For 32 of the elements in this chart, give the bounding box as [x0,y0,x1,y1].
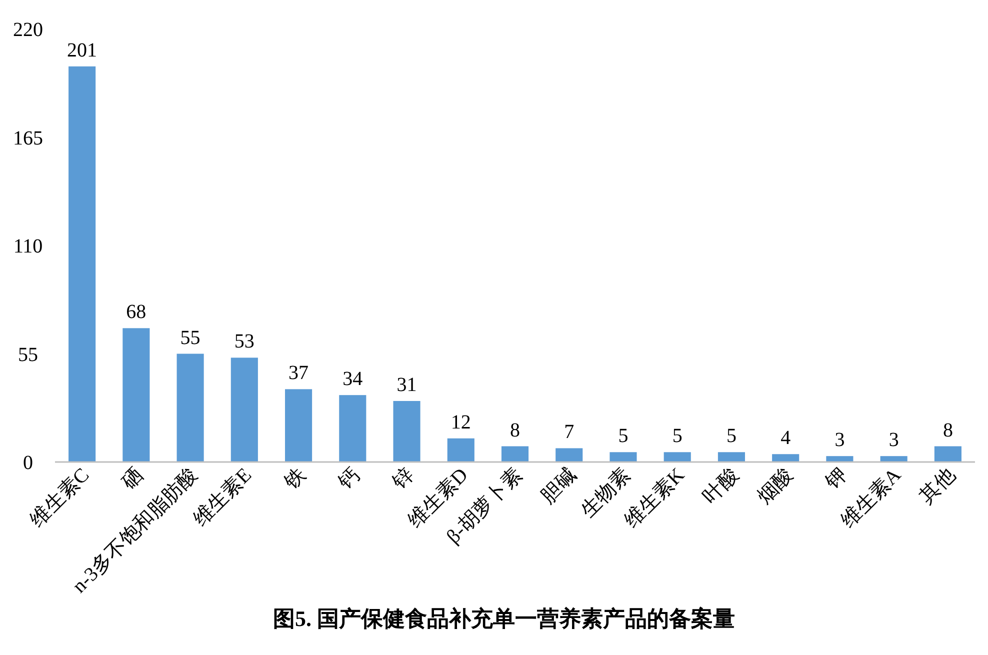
data-label: 68 [126,301,146,324]
data-label: 8 [942,419,953,442]
data-label: 5 [618,425,628,448]
xtick: 叶酸 [699,464,743,508]
ytick: 220 [13,19,43,41]
ytick: 165 [13,127,43,150]
data-label: 53 [234,330,254,353]
data-label: 3 [888,429,899,452]
data-label: 3 [834,429,845,452]
ytick: 0 [23,452,33,474]
data-label: 34 [342,368,363,390]
data-label: 37 [288,362,309,384]
xtick: 硒 [118,464,148,494]
data-label: 5 [672,425,682,448]
xtick: 钾 [822,464,852,494]
title: 图5. 国产保健食品补充单一营养素产品的备案量 [273,606,735,631]
data-label: 7 [564,421,574,444]
ytick: 110 [13,236,43,258]
data-label: 8 [510,419,520,442]
xtick: 烟酸 [753,464,798,508]
data-label: 55 [180,326,200,349]
xtick: 锌 [388,464,418,494]
data-label: 31 [396,374,417,396]
xtick: 钙 [334,464,364,494]
xtick: 其他 [916,464,960,508]
ytick: 55 [18,344,38,366]
data-label: 4 [780,427,791,450]
data-label: 12 [450,411,471,434]
data-label: 201 [67,39,98,62]
xtick: 胆碱 [536,464,581,508]
xtick: 铁 [280,464,310,494]
data-label: 5 [726,425,736,448]
